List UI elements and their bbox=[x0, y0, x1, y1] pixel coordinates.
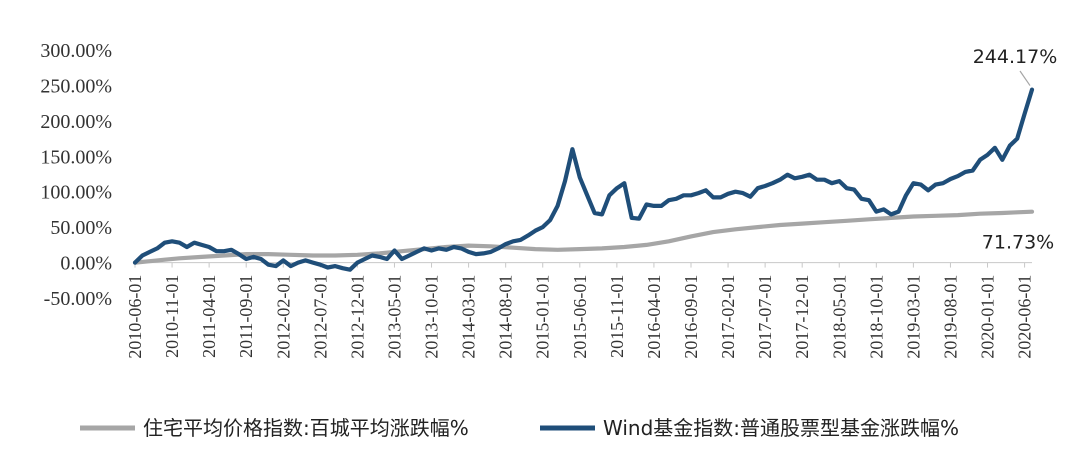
y-tick-label: 100.00% bbox=[40, 182, 112, 204]
x-tick-label: 2016-09-01 bbox=[681, 275, 701, 359]
x-tick-label: 2010-06-01 bbox=[125, 275, 145, 359]
x-tick-label: 2017-02-01 bbox=[718, 275, 738, 359]
y-tick-label: 200.00% bbox=[40, 111, 112, 133]
y-axis: 300.00% 250.00% 200.00% 150.00% 100.00% 50.00… bbox=[40, 40, 112, 310]
x-tick-label: 2012-12-01 bbox=[347, 275, 367, 359]
x-tick-label: 2019-03-01 bbox=[903, 275, 923, 359]
x-tick-label: 2012-07-01 bbox=[310, 275, 330, 359]
x-tick-label: 2015-01-01 bbox=[533, 275, 553, 359]
x-tick-label: 2011-09-01 bbox=[236, 275, 256, 358]
end-label-leader-line bbox=[1019, 70, 1031, 86]
x-tick-label: 2018-05-01 bbox=[829, 275, 849, 359]
x-tick-label: 2018-10-01 bbox=[866, 275, 886, 359]
y-tick-label: -50.00% bbox=[44, 288, 112, 310]
series-line-house-price bbox=[132, 209, 1035, 265]
y-tick-label: 0.00% bbox=[60, 253, 112, 275]
x-tick-label: 2011-04-01 bbox=[199, 275, 219, 358]
x-tick-label: 2012-02-01 bbox=[273, 275, 293, 359]
x-tick-label: 2017-07-01 bbox=[755, 275, 775, 359]
y-tick-label: 300.00% bbox=[40, 40, 112, 62]
x-tick-label: 2014-08-01 bbox=[496, 275, 516, 359]
x-tick-label: 2020-06-01 bbox=[1015, 275, 1035, 359]
x-tick-label: 2016-04-01 bbox=[644, 275, 664, 359]
legend-label-fund-index: Wind基金指数:普通股票型基金涨跌幅% bbox=[603, 416, 959, 440]
annotations: 244.17% 71.73% bbox=[973, 46, 1058, 254]
x-tick-label: 2015-11-01 bbox=[607, 275, 627, 358]
series-layer bbox=[132, 87, 1035, 272]
legend-label-house-price: 住宅平均价格指数:百城平均涨跌幅% bbox=[143, 416, 469, 440]
y-tick-label: 150.00% bbox=[40, 146, 112, 168]
legend: 住宅平均价格指数:百城平均涨跌幅% Wind基金指数:普通股票型基金涨跌幅% bbox=[80, 416, 959, 440]
x-tick-label: 2013-05-01 bbox=[384, 275, 404, 359]
x-tick-label: 2014-03-01 bbox=[459, 275, 479, 359]
house-series-end-label: 71.73% bbox=[982, 232, 1054, 254]
x-tick-label: 2015-06-01 bbox=[570, 275, 590, 359]
y-tick-label: 50.00% bbox=[50, 217, 112, 239]
x-tick-label: 2020-01-01 bbox=[978, 275, 998, 359]
x-tick-label: 2010-11-01 bbox=[162, 275, 182, 358]
series-line-fund-index bbox=[132, 87, 1035, 272]
y-tick-label: 250.00% bbox=[40, 75, 112, 97]
x-axis: 2010-06-01 2010-11-01 2011-04-01 2011-09-01… bbox=[125, 262, 1035, 359]
fund-series-end-label: 244.17% bbox=[973, 46, 1058, 68]
x-tick-label: 2017-12-01 bbox=[792, 275, 812, 359]
x-tick-label: 2013-10-01 bbox=[422, 275, 442, 359]
x-tick-label: 2019-08-01 bbox=[940, 275, 960, 359]
